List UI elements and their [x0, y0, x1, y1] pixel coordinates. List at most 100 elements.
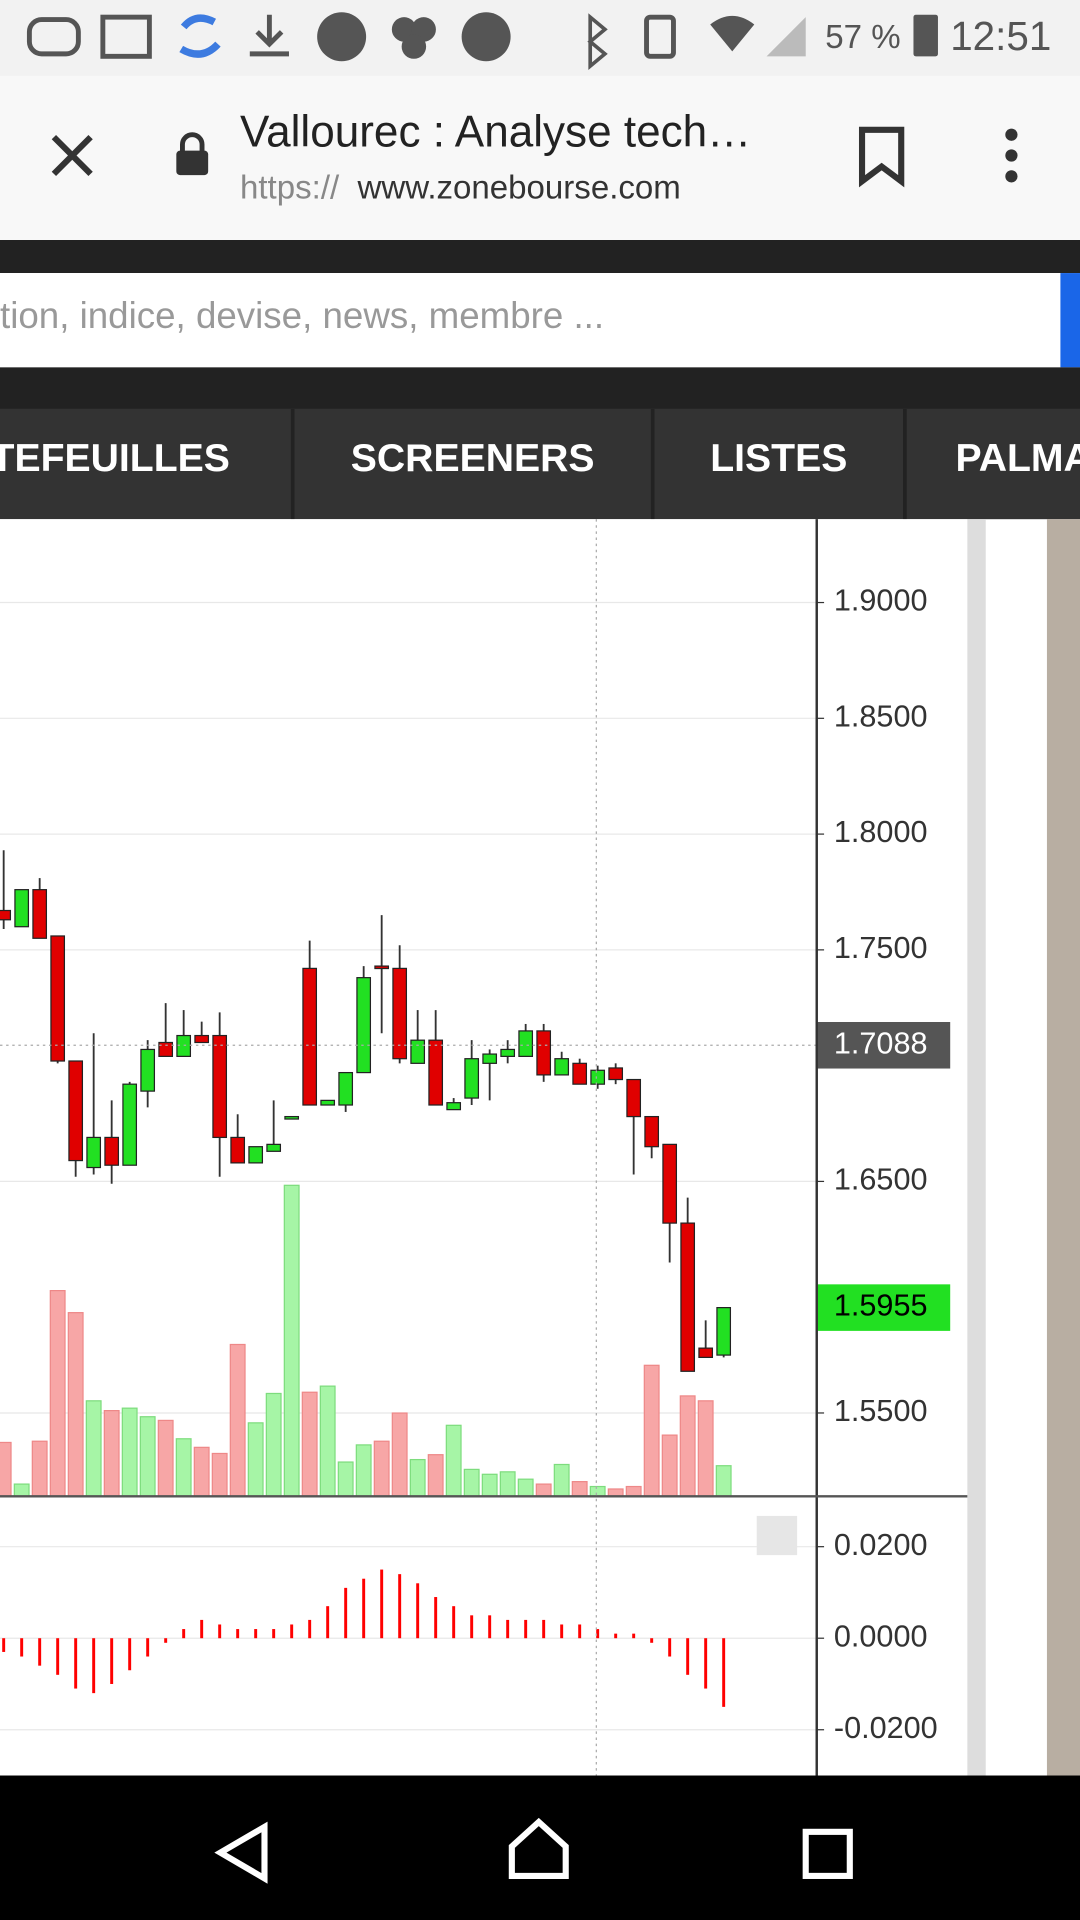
candle-body	[410, 1039, 426, 1064]
site-header-strip	[0, 240, 1080, 274]
menu-button[interactable]	[1005, 128, 1018, 183]
macd-bar	[452, 1606, 456, 1639]
nav-bar	[0, 408, 1080, 520]
nav-tab[interactable]: LISTES	[710, 437, 847, 480]
nav-tab[interactable]: TEFEUILLES	[0, 437, 230, 480]
macd-bar	[488, 1615, 492, 1639]
ref-price-label: 1.7088	[834, 1026, 928, 1060]
volume-bar	[517, 1478, 534, 1497]
candle-body	[176, 1034, 192, 1057]
volume-bar	[103, 1410, 120, 1497]
volume-bar	[355, 1444, 372, 1497]
macd-bar	[650, 1638, 654, 1643]
side-image	[1046, 519, 1080, 1776]
candle-body	[428, 1039, 444, 1106]
system-nav-bar	[0, 1775, 1080, 1920]
macd-bar	[578, 1624, 582, 1639]
macd-bar	[344, 1587, 348, 1639]
y-tick-label: 1.7500	[834, 931, 928, 965]
url-host[interactable]: www.zonebourse.com	[357, 170, 681, 207]
candle-body	[104, 1136, 120, 1166]
macd-bar	[524, 1619, 528, 1639]
header-gap	[0, 367, 1080, 409]
volume-bar	[553, 1463, 570, 1497]
home-button[interactable]	[508, 1817, 569, 1879]
candle-body	[122, 1083, 138, 1166]
macd-bar	[470, 1615, 474, 1639]
macd-bar	[200, 1619, 204, 1639]
macd-bar	[182, 1629, 186, 1639]
nav-tab[interactable]: SCREENERS	[351, 437, 595, 480]
candle-body	[212, 1034, 228, 1139]
macd-bar	[416, 1583, 420, 1639]
macd-bar	[326, 1606, 330, 1639]
candle-body	[86, 1136, 102, 1169]
back-button[interactable]	[214, 1821, 268, 1884]
candle-body	[284, 1115, 300, 1120]
volume-bar	[283, 1184, 300, 1497]
macd-bar	[560, 1624, 564, 1639]
volume-bar	[427, 1454, 444, 1497]
candle-body	[230, 1136, 246, 1164]
candle-body	[374, 965, 390, 970]
macd-bar	[20, 1638, 24, 1657]
candle-body	[32, 889, 48, 939]
scroll-top-button[interactable]	[756, 1515, 798, 1556]
macd-bar	[542, 1619, 546, 1639]
search-placeholder: tion, indice, devise, news, membre ...	[0, 295, 604, 336]
y-tick-label: 1.6500	[834, 1163, 928, 1197]
candle-body	[536, 1030, 552, 1076]
y-tick-label: 1.5500	[834, 1394, 928, 1428]
candle-body	[662, 1143, 678, 1224]
y-tick-label: 1.8000	[834, 815, 928, 849]
candle-body	[644, 1115, 660, 1148]
candle-body	[518, 1030, 534, 1057]
volume-bar	[247, 1422, 264, 1497]
candle-body	[716, 1307, 732, 1356]
volume-bar	[193, 1446, 210, 1497]
y-tick-label: 0.0000	[834, 1619, 928, 1653]
candle-body	[68, 1060, 84, 1162]
candle-body	[158, 1041, 174, 1057]
ref-price-badge	[816, 1022, 951, 1069]
macd-bar	[74, 1638, 78, 1689]
candle-body	[0, 909, 12, 921]
close-tab-button[interactable]	[51, 134, 93, 177]
macd-bar	[380, 1569, 384, 1639]
volume-bar	[463, 1468, 480, 1497]
page-title: Vallourec : Analyse tech…	[240, 107, 751, 156]
y-tick-label: 0.0200	[834, 1528, 928, 1562]
volume-bar	[67, 1312, 84, 1497]
search-box[interactable]	[0, 273, 1063, 368]
macd-bar	[2, 1638, 6, 1652]
candle-body	[626, 1078, 642, 1118]
volume-bar	[49, 1290, 66, 1497]
candle-body	[572, 1062, 588, 1085]
recents-button[interactable]	[802, 1828, 853, 1879]
volume-bar	[589, 1485, 606, 1497]
volume-bar	[0, 1441, 12, 1497]
chart-area	[0, 519, 968, 1776]
candle-body	[554, 1058, 570, 1076]
macd-bar	[614, 1633, 618, 1639]
candle-body	[248, 1146, 264, 1164]
nav-tab[interactable]: PALMA	[955, 437, 1080, 480]
macd-bar	[254, 1629, 258, 1639]
macd-bar	[632, 1633, 636, 1639]
clock: 12:51	[950, 13, 1051, 59]
volume-bar	[571, 1481, 588, 1497]
volume-bar	[229, 1343, 246, 1497]
candle-body	[320, 1099, 336, 1106]
volume-bar	[13, 1483, 30, 1497]
battery-level: 57 %	[825, 19, 900, 56]
y-tick-label: -0.0200	[834, 1711, 938, 1745]
volume-bar	[625, 1485, 642, 1497]
macd-bar	[704, 1638, 708, 1689]
search-button[interactable]	[1060, 273, 1080, 368]
macd-bar	[218, 1624, 222, 1639]
macd-bar	[56, 1638, 60, 1675]
volume-bar	[445, 1424, 462, 1497]
bookmark-button[interactable]	[858, 126, 905, 188]
